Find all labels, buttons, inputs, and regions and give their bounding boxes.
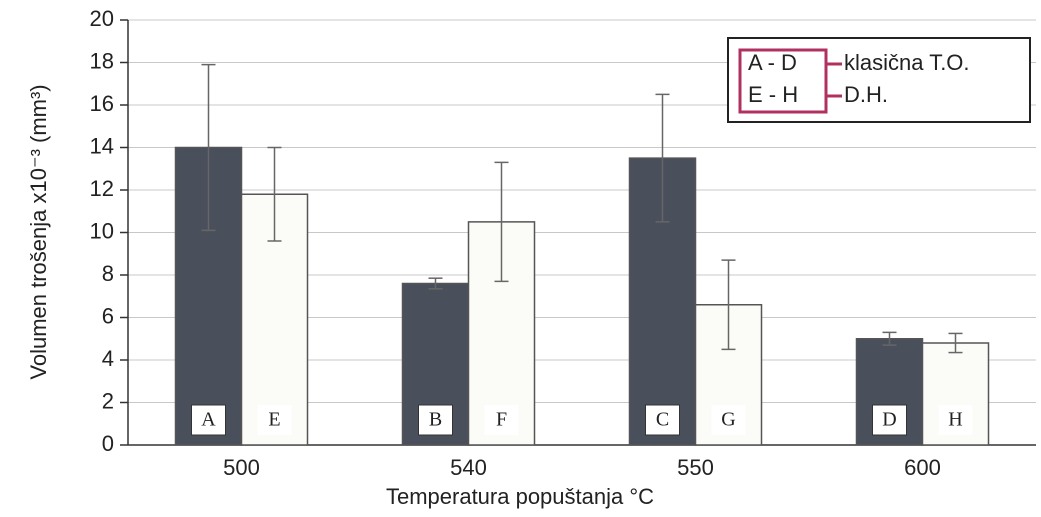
bar-letter: F — [496, 409, 507, 431]
y-tick-label: 2 — [102, 388, 114, 413]
y-tick-label: 6 — [102, 303, 114, 328]
y-axis-label: Volumen trošenja x10⁻³ (mm³) — [26, 84, 51, 379]
x-tick-label: 500 — [223, 455, 260, 480]
letter-box — [484, 405, 519, 435]
bar-letter: C — [656, 409, 669, 431]
x-tick-label: 600 — [904, 455, 941, 480]
x-tick-label: 540 — [450, 455, 487, 480]
bar-letter: D — [882, 409, 896, 431]
y-tick-label: 16 — [90, 91, 114, 116]
letter-box — [191, 404, 226, 436]
bar-letter: A — [201, 409, 216, 431]
bar-letter: E — [268, 409, 280, 431]
y-tick-label: 4 — [102, 346, 114, 371]
legend-key: E - H — [748, 82, 798, 107]
y-tick-label: 12 — [90, 176, 114, 201]
bar-letter: G — [721, 409, 735, 431]
y-tick-label: 14 — [90, 133, 114, 158]
letter-box — [938, 405, 973, 435]
legend-box — [727, 37, 1031, 123]
letter-box — [645, 404, 680, 436]
legend-key: A - D — [748, 50, 797, 75]
y-tick-label: 0 — [102, 431, 114, 456]
legend: A - D E - H klasična T.O. D.H. — [727, 37, 1031, 123]
y-tick-label: 8 — [102, 261, 114, 286]
letter-box — [418, 404, 453, 436]
bar-letter: B — [429, 409, 442, 431]
legend-bracket — [738, 48, 828, 114]
y-tick-label: 20 — [90, 6, 114, 31]
y-tick-label: 10 — [90, 218, 114, 243]
legend-label: klasična T.O. — [844, 50, 970, 75]
x-axis-label: Temperatura popuštanja °C — [386, 484, 654, 509]
letter-box — [257, 405, 292, 435]
y-tick-label: 18 — [90, 48, 114, 73]
letter-box — [711, 405, 746, 435]
letter-box — [872, 404, 907, 436]
x-tick-label: 550 — [677, 455, 714, 480]
bar-letter: H — [948, 409, 962, 431]
legend-label: D.H. — [844, 82, 888, 107]
